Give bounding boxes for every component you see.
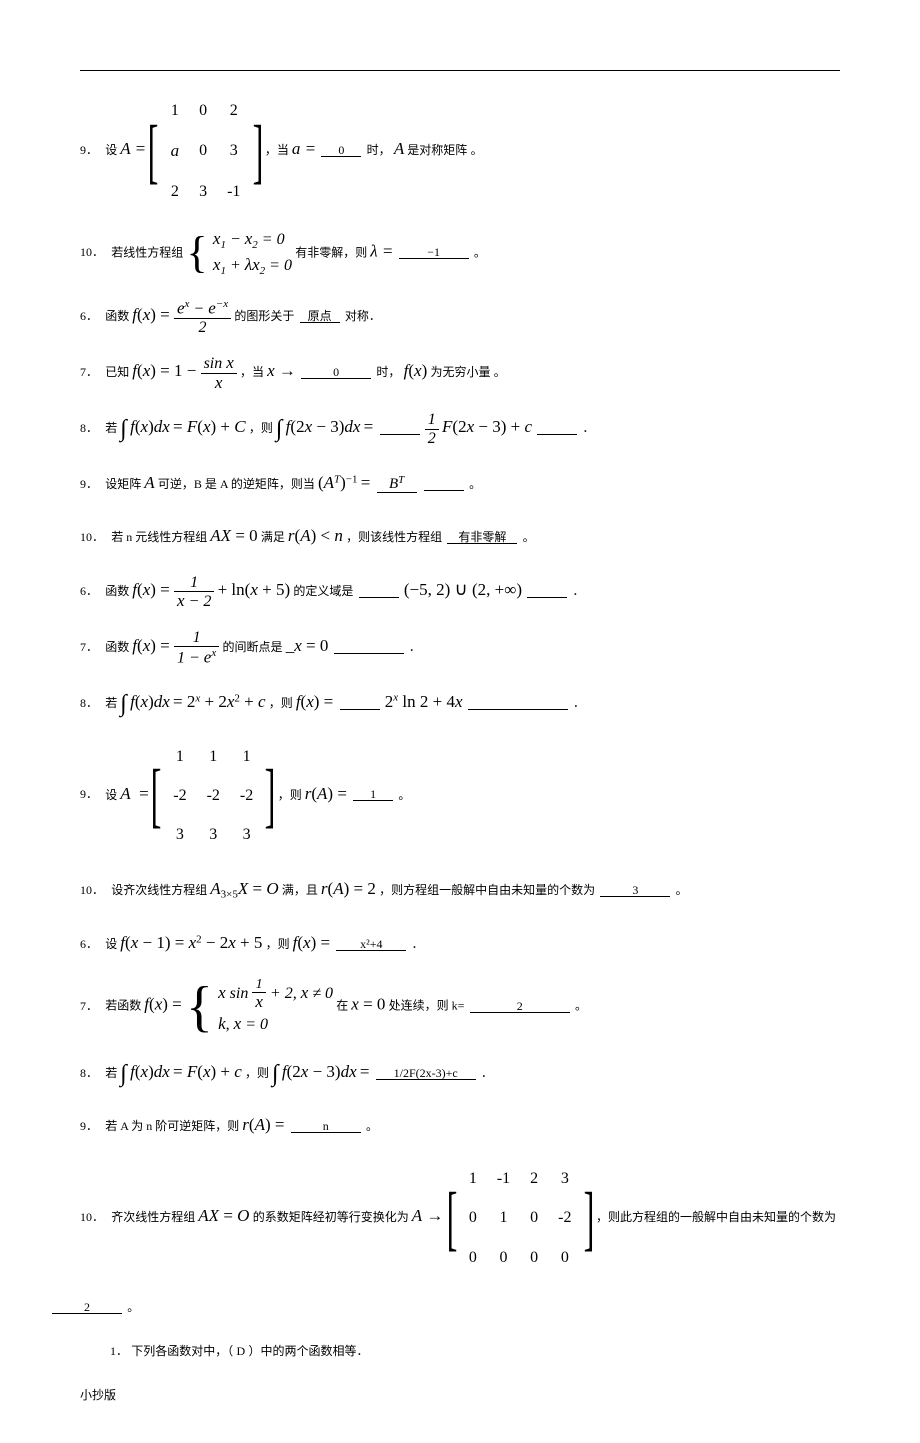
fraction: 1 1 − ex: [174, 629, 219, 668]
answer-blank: 原点: [300, 310, 340, 323]
answer-blank: BT: [377, 475, 417, 493]
problem-10d-continuation: 2 。: [50, 1293, 840, 1322]
problem-8a: 8． 若 ∫ f(x)dx = F(x) + C ，则 ∫ f(2x − 3)d…: [80, 408, 840, 447]
problem-7b: 7． 函数 f(x) = 1 1 − ex 的间断点是 _x = 0 ．: [80, 627, 840, 667]
answer-blank: x²+4: [336, 938, 406, 951]
problem-number: 9．: [80, 143, 98, 157]
equation-system: x1 − x2 = 0 x1 + λx2 = 0: [213, 227, 292, 280]
mc-answer: D: [237, 1344, 246, 1358]
answer-blank: 1: [353, 788, 393, 801]
problem-10b: 10． 若 n 元线性方程组 AX = 0 满足 r(A) < n ，则该线性方…: [80, 517, 840, 554]
matrix-reduced: 1-123 010-2 0000: [459, 1159, 582, 1277]
answer-blank: 2: [470, 1000, 570, 1013]
answer-blank: 3: [600, 884, 670, 897]
problem-9c: 9． 设 A = [ 111 -2-2-2 333 ] ，则 r(A) = 1 …: [80, 737, 840, 855]
answer-blank: −1: [399, 246, 469, 259]
answer-blank: 有非零解: [447, 531, 517, 544]
matrix-A: 102 a03 23-1: [161, 91, 251, 211]
answer-blank: 2: [52, 1301, 122, 1314]
matrix-A2: 111 -2-2-2 333: [163, 737, 263, 855]
answer-blank: n: [291, 1120, 361, 1133]
answer-blank: 0: [301, 366, 371, 379]
fraction: 1 x − 2: [174, 574, 214, 611]
problem-8c: 8． 若 ∫ f(x)dx = F(x) + c ，则 ∫ f(2x − 3)d…: [80, 1053, 840, 1090]
footer-text: 小抄版: [80, 1386, 840, 1403]
mc-question-1: 1． 下列各函数对中，（ D ）中的两个函数相等．: [80, 1337, 840, 1366]
problem-9a: 9． 设 A = [ 102 a03 23-1 ] ，当 a = 0 时， A …: [80, 91, 840, 211]
piecewise-cases: x sin 1x + 2, x ≠ 0 k, x = 0: [218, 977, 333, 1036]
problem-8b: 8． 若 ∫ f(x)dx = 2x + 2x2 + c ，则 f(x) = 2…: [80, 683, 840, 720]
fraction: sin x x: [201, 354, 237, 392]
problem-6b: 6． 函数 f(x) = 1 x − 2 + ln(x + 5) 的定义域是 (…: [80, 570, 840, 611]
problem-9d: 9． 若 A 为 n 阶可逆矩阵，则 r(A) = n 。: [80, 1106, 840, 1143]
problem-6a: 6． 函数 f(x) = ex − e−x 2 的图形关于 原点 对称．: [80, 296, 840, 336]
answer-blank: 0: [321, 144, 361, 157]
answer-blank-pre: [380, 422, 420, 435]
problem-6c: 6． 设 f(x − 1) = x2 − 2x + 5 ，则 f(x) = x²…: [80, 924, 840, 961]
answer-text: (−5, 2) ∪ (2, +∞): [404, 580, 522, 599]
problem-7a: 7． 已知 f(x) = 1 − sin x x ，当 x → 0 时， f(x…: [80, 352, 840, 392]
answer-blank: [334, 641, 404, 654]
problem-9b: 9． 设矩阵 A 可逆，B 是 A 的逆矩阵，则当 (AT)−1 = BT 。: [80, 464, 840, 501]
problem-10c: 10． 设齐次线性方程组 A3×5X = O 满，且 r(A) = 2 ，则方程…: [80, 870, 840, 907]
problem-10d: 10． 齐次线性方程组 AX = O 的系数矩阵经初等行变换化为 A → [ 1…: [80, 1159, 840, 1277]
answer-blank-post: [537, 422, 577, 435]
answer-blank: 1/2F(2x-3)+c: [376, 1067, 476, 1080]
problem-7c: 7． 若函数 f(x) = { x sin 1x + 2, x ≠ 0 k, x…: [80, 977, 840, 1036]
answer-text: 2x ln 2 + 4x: [385, 692, 463, 711]
top-rule: [80, 70, 840, 71]
problem-10a: 10． 若线性方程组 { x1 − x2 = 0 x1 + λx2 = 0 有非…: [80, 227, 840, 280]
document-page: 9． 设 A = [ 102 a03 23-1 ] ，当 a = 0 时， A …: [0, 0, 920, 1443]
answer-fraction: 1 2: [425, 411, 439, 447]
fraction: ex − e−x 2: [174, 298, 231, 337]
